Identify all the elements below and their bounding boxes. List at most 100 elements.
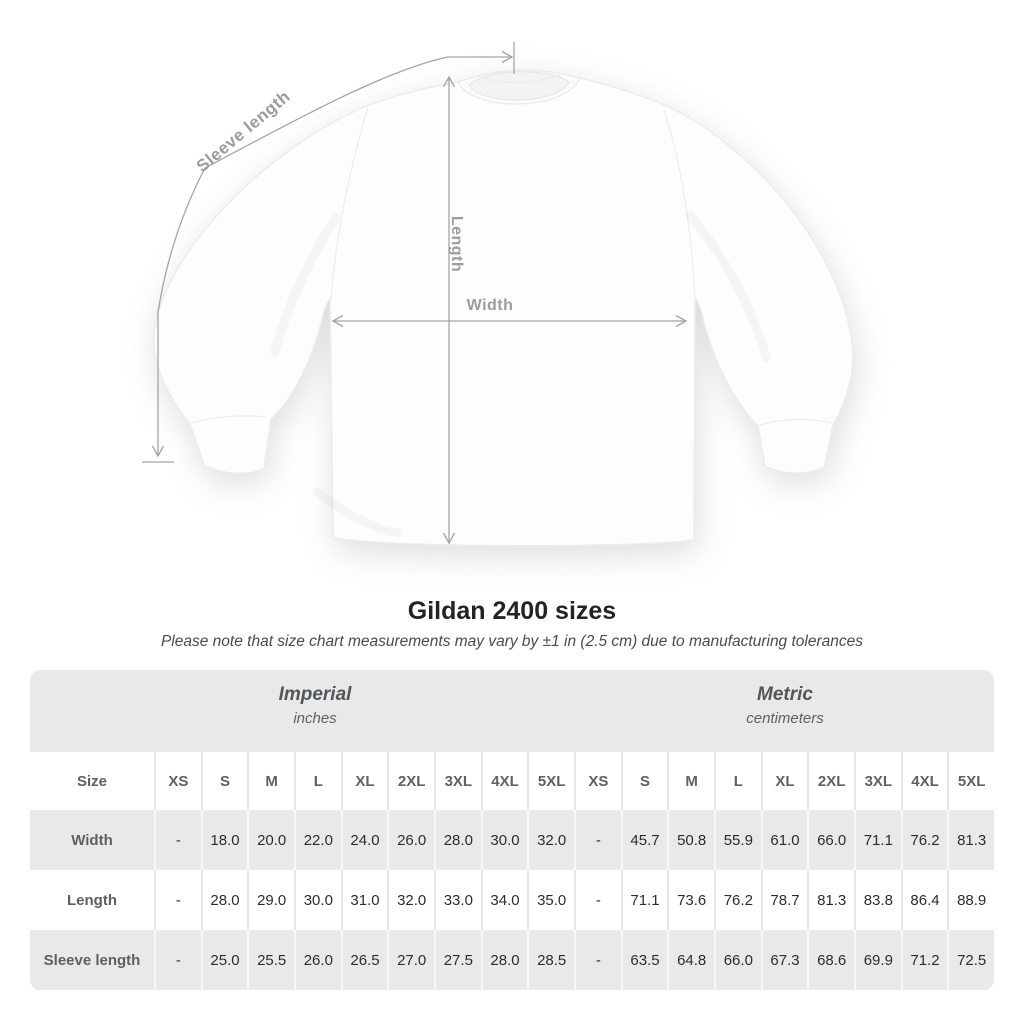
- value-cell: 31.0: [340, 870, 388, 930]
- value-cell: 76.2: [900, 810, 948, 870]
- size-column-header: Size: [76, 772, 107, 790]
- left-cuff-seam: [190, 415, 267, 424]
- size-col-header: 4XL: [480, 752, 528, 810]
- imperial-title: Imperial: [278, 684, 352, 705]
- shirt-measurement-diagram: Sleeve length Length Width: [142, 42, 854, 547]
- value-cell: 55.9: [714, 810, 761, 870]
- value-cell: 28.0: [200, 870, 248, 930]
- value-cell: 26.0: [387, 810, 434, 870]
- length-arrow-up: [442, 75, 456, 88]
- size-col-header: 5XL: [947, 752, 994, 810]
- size-col-header: 3XL: [854, 752, 901, 810]
- size-col-header: 5XL: [527, 752, 574, 810]
- value-cell: -: [574, 810, 621, 870]
- value-cell: 86.4: [900, 870, 948, 930]
- value-cell: 50.8: [667, 810, 714, 870]
- size-col-header: XS: [574, 752, 621, 810]
- value-cell: 88.9: [947, 870, 994, 930]
- length-label: Length: [448, 216, 465, 272]
- value-cell: 35.0: [527, 870, 574, 930]
- value-cell: 69.9: [854, 930, 901, 990]
- size-col-header: M: [247, 752, 294, 810]
- shirt-silhouette: [153, 69, 854, 547]
- value-cell: 28.0: [480, 930, 528, 990]
- value-cell: 25.5: [247, 930, 294, 990]
- page-subtitle: Please note that size chart measurements…: [160, 633, 864, 650]
- size-col-header: 2XL: [807, 752, 854, 810]
- size-col-header: XL: [760, 752, 808, 810]
- value-cell: 30.0: [294, 870, 341, 930]
- table-row: Width -18.0 20.0 22.0 24.0 26.0 28.0 30.0 32.0-4…: [30, 810, 994, 870]
- width-arrow-right: [675, 314, 688, 328]
- value-cell: -: [574, 870, 621, 930]
- value-cell: 66.0: [714, 930, 761, 990]
- size-col-header: XL: [340, 752, 388, 810]
- right-armhole-seam: [663, 109, 696, 300]
- size-col-header: M: [667, 752, 714, 810]
- value-cell: 33.0: [434, 870, 481, 930]
- row-label: Sleeve length: [43, 951, 141, 969]
- unit-group-metric: Metric centimeters: [746, 684, 824, 727]
- value-cell: 18.0: [200, 810, 248, 870]
- table-row: Sleeve length -25.0 25.5 26.0 26.5 27.0 27.5 28…: [30, 930, 994, 990]
- value-cell: 68.6: [807, 930, 854, 990]
- value-cell: 63.5: [620, 930, 668, 990]
- value-cell: 28.0: [434, 810, 481, 870]
- value-cell: 27.0: [387, 930, 434, 990]
- value-cell: 34.0: [480, 870, 528, 930]
- size-col-header: 3XL: [434, 752, 481, 810]
- size-col-header: S: [620, 752, 668, 810]
- value-cell: 22.0: [294, 810, 341, 870]
- size-col-header: XS: [154, 752, 201, 810]
- value-cell: 45.7: [620, 810, 668, 870]
- size-col-header: L: [294, 752, 341, 810]
- value-cell: 71.1: [854, 810, 901, 870]
- value-cell: 81.3: [807, 870, 854, 930]
- size-col-header: 2XL: [387, 752, 434, 810]
- size-col-header: S: [200, 752, 248, 810]
- value-cell: 71.2: [900, 930, 948, 990]
- sleeve-length-arrow-down: [151, 445, 165, 458]
- value-cell: 72.5: [947, 930, 994, 990]
- value-cell: 28.5: [527, 930, 574, 990]
- sleeve-length-line: [157, 56, 512, 456]
- metric-title: Metric: [757, 684, 813, 705]
- value-cell: -: [154, 810, 201, 870]
- size-header-row: Size XS S M L XL 2XL 3XL 4XL 5XL XS S M L XL 2XL 3XL 4XL 5…: [30, 752, 994, 810]
- size-chart-table: Imperial inches Metric centimeters Size X…: [30, 670, 994, 990]
- value-cell: -: [154, 870, 201, 930]
- row-label: Length: [67, 891, 117, 909]
- value-cell: 20.0: [247, 810, 294, 870]
- value-cell: 73.6: [667, 870, 714, 930]
- metric-subtitle: centimeters: [746, 710, 824, 727]
- value-cell: 81.3: [947, 810, 994, 870]
- value-cell: 29.0: [247, 870, 294, 930]
- value-cell: 25.0: [200, 930, 248, 990]
- value-cell: 24.0: [340, 810, 388, 870]
- table-row: Length -28.0 29.0 30.0 31.0 32.0 33.0 34.0 35.0-…: [30, 870, 994, 930]
- back-neck-seam: [478, 74, 561, 84]
- unit-group-imperial: Imperial inches: [279, 684, 352, 727]
- value-cell: -: [154, 930, 201, 990]
- value-cell: 27.5: [434, 930, 481, 990]
- size-col-header: L: [714, 752, 761, 810]
- size-col-header: 4XL: [900, 752, 948, 810]
- width-arrow-left: [331, 314, 344, 328]
- row-label: Width: [71, 831, 113, 849]
- unit-header-band: Imperial inches Metric centimeters: [30, 670, 994, 752]
- value-cell: 76.2: [714, 870, 761, 930]
- page-title: Gildan 2400 sizes: [407, 597, 617, 625]
- value-cell: 66.0: [807, 810, 854, 870]
- value-cell: 64.8: [667, 930, 714, 990]
- value-cell: 61.0: [760, 810, 808, 870]
- value-cell: 32.0: [387, 870, 434, 930]
- value-cell: 26.0: [294, 930, 341, 990]
- shirt-illustration: [153, 69, 854, 547]
- value-cell: 78.7: [760, 870, 808, 930]
- value-cell: 83.8: [854, 870, 901, 930]
- value-cell: -: [574, 930, 621, 990]
- table-body: Width -18.0 20.0 22.0 24.0 26.0 28.0 30.0 32.0-4…: [30, 810, 994, 990]
- sleeve-length-arrow-right: [501, 50, 514, 64]
- value-cell: 32.0: [527, 810, 574, 870]
